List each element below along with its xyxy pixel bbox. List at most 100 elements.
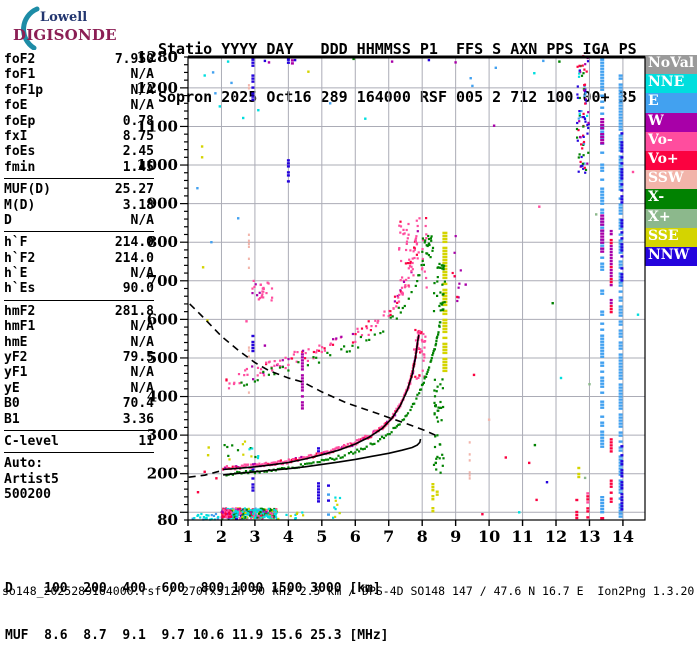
param-label: hmF1 — [4, 319, 36, 335]
curve-true-height-profile — [223, 438, 422, 476]
param-value: N/A — [130, 212, 154, 228]
panel-separator — [4, 231, 154, 233]
param-row-mufd: MUF(D) 25.27 — [4, 182, 154, 197]
param-row-md: M(D) 3.18 — [4, 198, 154, 213]
param-value: 70.4 — [122, 396, 154, 412]
param-row-clevel: C-level 11 — [4, 434, 154, 449]
param-label: foF2 — [4, 52, 36, 67]
param-row-foes: foEs 2.45 — [4, 144, 154, 159]
x-tick-label: 4 — [283, 527, 294, 546]
param-value: 3.36 — [122, 411, 154, 427]
autoscaling-info: Artist5 — [4, 471, 59, 487]
param-value: 2.45 — [122, 144, 154, 160]
param-value: N/A — [130, 334, 154, 350]
param-row-fof1: foF1 N/A — [4, 67, 154, 82]
legend-item-nne: NNE — [645, 74, 697, 94]
param-row-ye: yE N/A — [4, 381, 154, 396]
grid-lines — [188, 57, 645, 520]
param-label: yE — [4, 380, 20, 396]
param-value: 3.18 — [122, 197, 154, 213]
x-tick-label: 14 — [612, 527, 634, 546]
y-tick-label: 700 — [147, 272, 178, 290]
lowell-digisonde-logo: Lowell DIGISONDE — [4, 4, 154, 50]
param-value: N/A — [130, 67, 154, 83]
param-label: foF1 — [4, 67, 36, 83]
param-value: N/A — [130, 98, 154, 114]
param-row-foep: foEp 0.78 — [4, 114, 154, 129]
param-label: C-level — [4, 433, 59, 449]
param-value: 1.45 — [122, 159, 154, 175]
y-tick-label: 1280 — [136, 48, 178, 66]
legend-item-vo-: Vo- — [645, 131, 697, 151]
param-value: 8.75 — [122, 128, 154, 144]
legend-item-vo+: Vo+ — [645, 150, 697, 171]
y-tick-label: 600 — [147, 310, 178, 328]
param-label: h`F — [4, 235, 28, 251]
param-value: N/A — [130, 266, 154, 282]
logo-lowell-text: Lowell — [40, 10, 88, 25]
x-tick-label: 5 — [316, 527, 327, 546]
param-label: h`E — [4, 266, 28, 282]
x-tick-label: 9 — [450, 527, 461, 546]
param-label: MUF(D) — [4, 182, 51, 198]
y-tick-label: 1200 — [136, 79, 178, 97]
param-label: yF2 — [4, 350, 28, 366]
param-label: foEs — [4, 144, 36, 160]
axis-labels: 1280120011001000900800700600500400300200… — [136, 48, 634, 546]
param-label: foE — [4, 98, 28, 114]
legend-item-w: W — [645, 112, 697, 132]
header-field-names: Statio YYYY DAY DDD HHMMSS P1 FFS S AXN … — [158, 40, 637, 58]
legend-item-ssw: SSW — [645, 170, 697, 190]
param-value: N/A — [130, 365, 154, 381]
panel-separator — [4, 299, 154, 301]
param-value: 0.78 — [122, 113, 154, 129]
x-tick-label: 13 — [578, 527, 600, 546]
param-row-hmf2: hmF2 281.8 — [4, 304, 154, 319]
param-value: N/A — [130, 380, 154, 396]
echo-direction-legend: NoVal NNE E W Vo- Vo+ SSW X- X+ SSE NNW — [645, 55, 697, 267]
ionogram-plot[interactable]: 1280120011001000900800700600500400300200… — [0, 0, 700, 600]
param-value: 214.0 — [114, 235, 154, 251]
param-row-foe: foE N/A — [4, 98, 154, 113]
param-label: yF1 — [4, 365, 28, 381]
x-tick-label: 8 — [417, 527, 428, 546]
curve-MUF-transmission-curve — [189, 303, 437, 437]
x-tick-label: 7 — [383, 527, 394, 546]
param-row-yf1: yF1 N/A — [4, 365, 154, 380]
y-tick-label: 500 — [147, 349, 178, 367]
param-label: B1 — [4, 411, 20, 427]
y-tick-label: 200 — [147, 465, 178, 483]
status-line: so148_2025289164000.rsf / 270fx512h 50 k… — [2, 584, 695, 598]
x-tick-label: 6 — [350, 527, 361, 546]
param-value: N/A — [130, 82, 154, 98]
legend-item-noval: NoVal — [645, 55, 697, 75]
autoscaling-info: 500200 — [4, 487, 51, 503]
param-row-b1: B1 3.36 — [4, 412, 154, 427]
curve-muf-low-segment — [188, 469, 224, 478]
param-label: foEp — [4, 113, 36, 129]
param-label: hmF2 — [4, 303, 36, 319]
param-label: h`F2 — [4, 250, 36, 266]
param-row-hmf1: hmF1 N/A — [4, 319, 154, 334]
echo-data-layer — [191, 55, 640, 521]
param-row-hf: h`F 214.0 — [4, 235, 154, 250]
param-value: N/A — [130, 319, 154, 335]
autoscaling-info: Auto: — [4, 456, 44, 472]
param-row-b0: B0 70.4 — [4, 396, 154, 411]
x-tick-label: 10 — [478, 527, 500, 546]
param-label: M(D) — [4, 197, 36, 213]
param-label: D — [4, 212, 12, 228]
muf-row: MUF 8.6 8.7 9.1 9.7 10.6 11.9 15.6 25.3 … — [5, 627, 389, 643]
legend-item-e: E — [645, 93, 697, 113]
panel-separator — [4, 178, 154, 180]
panel-separator — [4, 429, 154, 431]
param-row-hf2: h`F2 214.0 — [4, 251, 154, 266]
x-tick-label: 3 — [249, 527, 260, 546]
param-row-yf2: yF2 79.5 — [4, 350, 154, 365]
param-row-fmin: fmin 1.45 — [4, 160, 154, 175]
param-value: 25.27 — [114, 182, 154, 198]
param-label: hmE — [4, 334, 28, 350]
digisonde-arc-icon — [21, 6, 40, 50]
param-label: fxI — [4, 128, 28, 144]
profile-curves — [188, 303, 437, 478]
